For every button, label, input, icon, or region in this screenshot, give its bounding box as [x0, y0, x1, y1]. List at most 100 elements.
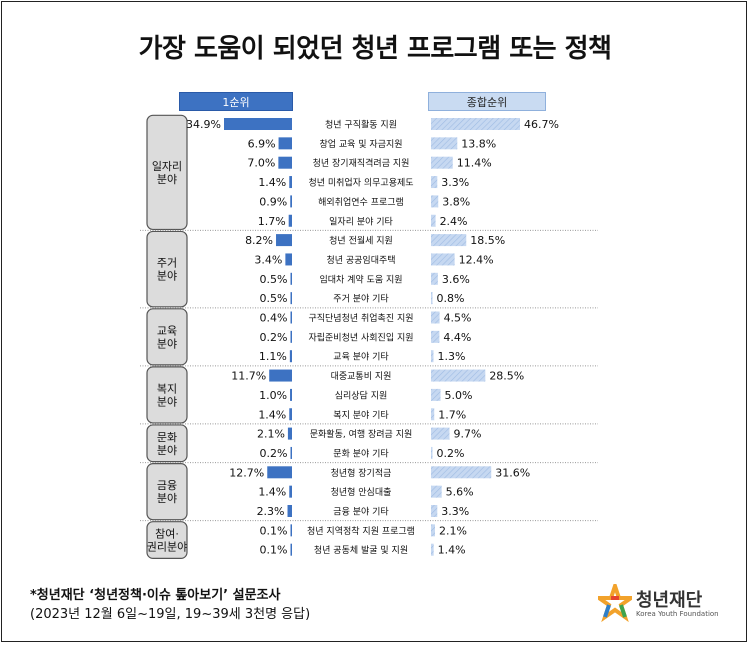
first-rank-bar [290, 311, 292, 324]
category-label: 대중교통비 지원 [331, 371, 392, 382]
first-rank-label: 6.9% [248, 137, 276, 150]
category-label: 자립준비청년 사회진입 지원 [308, 331, 413, 343]
first-rank-bar [290, 272, 292, 285]
overall-rank-bar [431, 446, 433, 459]
overall-rank-header: 종합순위 [428, 92, 546, 111]
first-rank-label: 1.0% [259, 389, 287, 402]
overall-rank-bar [431, 350, 434, 363]
first-rank-bar [290, 388, 292, 401]
overall-rank-bar [431, 330, 440, 343]
overall-rank-label: 31.6% [495, 466, 530, 479]
overall-rank-label: 1.3% [437, 350, 465, 363]
first-rank-bar [288, 214, 292, 227]
first-rank-bar [290, 330, 292, 343]
overall-rank-bar [431, 176, 438, 189]
overall-rank-bar [431, 156, 453, 169]
category-label: 구직단념청년 취업촉진 지원 [308, 313, 413, 324]
overall-rank-bar [431, 524, 436, 537]
first-rank-label: 8.2% [245, 234, 273, 247]
group-label: 분야 [157, 270, 177, 283]
overall-rank-label: 5.6% [446, 486, 474, 499]
first-rank-bar [287, 505, 292, 517]
group-label: 분야 [157, 395, 177, 408]
first-rank-label: 1.4% [258, 408, 286, 421]
category-label: 청년형 안심대출 [331, 487, 392, 498]
first-rank-label: 3.4% [254, 253, 282, 266]
overall-rank-label: 28.5% [489, 370, 524, 383]
group-label: 분야 [157, 492, 177, 505]
category-label: 청년 미취업자 의무고용제도 [308, 178, 413, 189]
group-box [146, 521, 188, 559]
first-rank-label: 1.1% [259, 350, 287, 363]
category-label: 문화 분야 기타 [333, 448, 389, 459]
category-label: 창업 교육 및 자금지원 [319, 138, 402, 150]
first-rank-bar [290, 195, 292, 208]
overall-rank-bar [431, 292, 433, 305]
first-rank-label: 2.3% [257, 505, 285, 518]
group-box [146, 230, 188, 308]
overall-rank-label: 18.5% [470, 234, 505, 247]
first-rank-label: 12.7% [229, 466, 264, 479]
category-label: 해외취업연수 프로그램 [318, 196, 404, 208]
group-label: 분야 [157, 337, 177, 350]
overall-rank-label: 3.6% [442, 273, 470, 286]
overall-rank-bar [431, 388, 441, 401]
group-box [146, 463, 188, 521]
group-label: 복지 [157, 382, 177, 395]
overall-rank-bar [431, 505, 438, 517]
first-rank-label: 1.7% [258, 215, 286, 228]
chart-title: 가장 도움이 되었던 청년 프로그램 또는 정책 [138, 34, 612, 64]
overall-rank-bar [431, 311, 440, 324]
overall-rank-label: 13.8% [461, 137, 496, 150]
overall-rank-bar [431, 234, 467, 247]
first-rank-label: 0.9% [259, 195, 287, 208]
overall-rank-label: 3.8% [442, 195, 470, 208]
group-box [146, 366, 188, 424]
overall-rank-label: 4.5% [444, 312, 472, 325]
logo: 청년재단 Korea Youth Foundation [592, 579, 728, 628]
first-rank-label: 0.1% [260, 524, 288, 537]
first-rank-bar [289, 350, 292, 363]
overall-rank-label: 3.3% [441, 505, 469, 518]
group-box [146, 424, 188, 463]
overall-rank-label: 0.2% [437, 447, 465, 460]
first-rank-label: 1.4% [258, 486, 286, 499]
first-rank-bar [290, 292, 292, 305]
category-label: 청년 장기재직격려금 지원 [313, 157, 410, 169]
group-label: 분야 [157, 444, 177, 457]
first-rank-header: 1순위 [179, 92, 293, 111]
category-label: 청년 공동체 발굴 및 지원 [314, 544, 408, 556]
category-label: 청년 공공임대주택 [326, 254, 395, 266]
category-label: 심리상담 지원 [335, 389, 388, 401]
overall-rank-bar [431, 543, 434, 556]
category-label: 청년 구직활동 지원 [325, 119, 397, 131]
overall-rank-label: 1.7% [438, 408, 466, 421]
overall-rank-bar [431, 137, 458, 150]
group-label: 주거 [157, 257, 177, 270]
group-label: 문화 [157, 431, 177, 444]
overall-rank-bar [431, 272, 438, 285]
first-rank-label: 0.1% [260, 544, 288, 557]
overall-rank-label: 12.4% [459, 253, 494, 266]
category-label: 복지 분야 기타 [333, 410, 389, 421]
footnote-source: *청년재단 ‘청년정책·이슈 톺아보기’ 설문조사 [30, 588, 281, 603]
first-rank-bar [287, 427, 292, 440]
first-rank-bar [289, 176, 292, 189]
group-label: 분야 [157, 173, 177, 186]
first-rank-bar [278, 137, 292, 150]
group-label: 금융 [157, 479, 177, 492]
overall-rank-label: 9.7% [453, 428, 481, 441]
overall-rank-label: 46.7% [524, 118, 559, 131]
category-label: 청년 지역정착 지원 프로그램 [307, 525, 415, 537]
overall-rank-bar [431, 118, 520, 130]
first-rank-bar [276, 234, 292, 247]
first-rank-bar [269, 369, 292, 382]
group-label: 참여· [155, 528, 179, 541]
category-label: 임대차 계약 도움 지원 [319, 273, 402, 285]
first-rank-bar [290, 446, 292, 459]
category-label: 금융 분야 기타 [333, 507, 389, 518]
overall-rank-label: 2.1% [439, 524, 467, 537]
first-rank-label: 34.9% [186, 118, 221, 131]
first-rank-bar [290, 543, 292, 556]
